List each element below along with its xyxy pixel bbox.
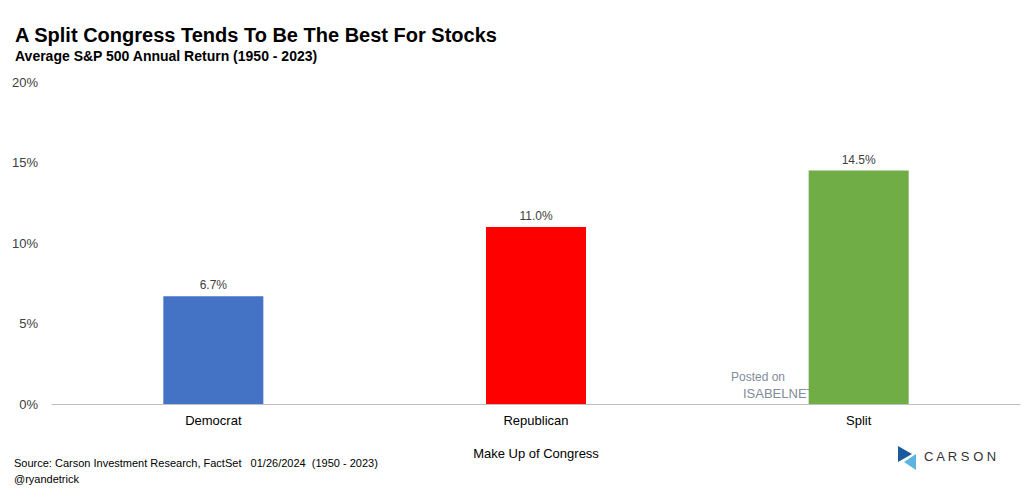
svg-text:15%: 15%: [12, 155, 38, 170]
svg-text:@ryandetrick: @ryandetrick: [14, 473, 79, 485]
svg-text:Source: Carson Investment Rese: Source: Carson Investment Research, Fact…: [14, 457, 378, 469]
svg-text:Average S&P 500 Annual Return: Average S&P 500 Annual Return (1950 - 20…: [15, 48, 317, 64]
svg-text:20%: 20%: [12, 75, 38, 90]
svg-text:6.7%: 6.7%: [200, 278, 228, 292]
svg-text:0%: 0%: [19, 397, 38, 412]
svg-text:Posted on: Posted on: [731, 370, 785, 384]
svg-text:Republican: Republican: [503, 413, 568, 428]
svg-text:10%: 10%: [12, 236, 38, 251]
svg-text:Make Up of Congress: Make Up of Congress: [473, 446, 599, 461]
svg-text:C A R S O N: C A R S O N: [924, 449, 996, 464]
svg-text:Split: Split: [846, 413, 872, 428]
svg-text:5%: 5%: [19, 316, 38, 331]
svg-text:ISABELNET.com: ISABELNET.com: [743, 386, 842, 401]
svg-text:14.5%: 14.5%: [842, 153, 876, 167]
svg-text:Democrat: Democrat: [185, 413, 242, 428]
svg-text:A Split Congress Tends To Be T: A Split Congress Tends To Be The Best Fo…: [15, 24, 497, 46]
svg-text:11.0%: 11.0%: [519, 209, 552, 223]
